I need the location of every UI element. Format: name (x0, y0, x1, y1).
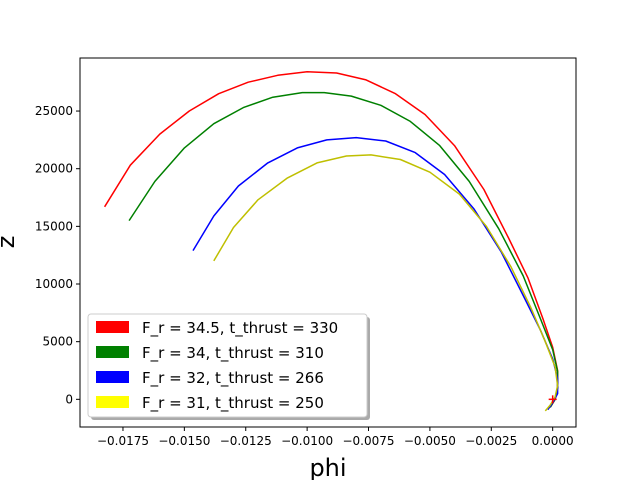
x-axis-label: phi (309, 454, 346, 480)
legend-entry-2: F_r = 32, t_thrust = 266 (96, 369, 324, 388)
legend-box (87, 313, 368, 418)
series-line-2 (192, 136, 559, 411)
x-tick-label: −0.0100 (281, 434, 333, 448)
x-tick-label: −0.0050 (404, 434, 456, 448)
start-marker (548, 395, 557, 404)
legend-swatch (96, 396, 129, 408)
y-tick-label: 0 (65, 392, 73, 406)
legend-label: F_r = 34, t_thrust = 310 (142, 344, 324, 363)
x-tick-label: −0.0025 (465, 434, 517, 448)
x-tick-label: 0.0000 (532, 434, 574, 448)
legend-swatch (96, 371, 129, 383)
legend-swatch (96, 321, 129, 333)
plot-frame (79, 57, 577, 428)
legend-entry-0: F_r = 34.5, t_thrust = 330 (96, 319, 338, 338)
legend-entry-1: F_r = 34, t_thrust = 310 (96, 344, 324, 363)
legend-swatch (96, 346, 129, 358)
legend-label: F_r = 31, t_thrust = 250 (142, 394, 324, 413)
y-tick-label: 25000 (35, 104, 73, 118)
ticks-layer: −0.0175 −0.0150 −0.0125 −0.0100 −0.0075 −0.00… (35, 104, 574, 448)
series-line-3 (213, 154, 559, 412)
legend-label: F_r = 34.5, t_thrust = 330 (142, 319, 338, 338)
y-axis-label: z (0, 236, 20, 249)
y-tick-label: 10000 (35, 277, 73, 291)
legend: F_r = 34.5, t_thrust = 330 F_r = 34, t_th… (87, 313, 370, 420)
legend-entry-3: F_r = 31, t_thrust = 250 (96, 394, 324, 413)
series-layer (103, 71, 559, 412)
y-tick-label: 15000 (35, 219, 73, 233)
series-line-1 (128, 91, 559, 408)
x-tick-label: −0.0125 (220, 434, 272, 448)
x-tick-label: −0.0175 (97, 434, 149, 448)
legend-label: F_r = 32, t_thrust = 266 (142, 369, 324, 388)
y-tick-label: 5000 (42, 335, 73, 349)
y-tick-label: 20000 (35, 162, 73, 176)
x-tick-label: −0.0075 (342, 434, 394, 448)
legend-entries: F_r = 34.5, t_thrust = 330 F_r = 34, t_th… (96, 319, 338, 413)
x-tick-label: −0.0150 (158, 434, 210, 448)
